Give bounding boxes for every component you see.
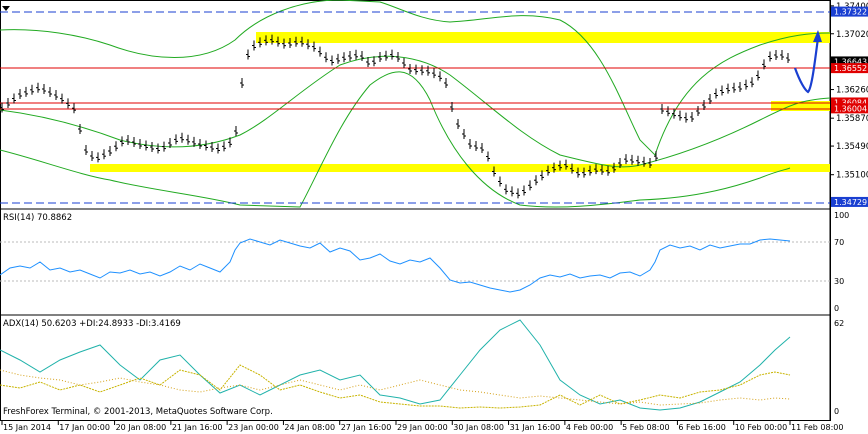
chart-frame xyxy=(0,0,831,421)
price-level-tag[interactable] xyxy=(831,6,868,17)
time-tick-label: 4 Feb 00:00 xyxy=(566,423,613,432)
time-tick-label: 5 Feb 08:00 xyxy=(622,423,669,432)
time-tick-label: 30 Jan 08:00 xyxy=(453,423,504,432)
price-tick-label: 1.35870 xyxy=(836,114,868,124)
adx-pane[interactable]: ADX(14) 50.6203 +DI:24.8933 -DI:3.4169 6… xyxy=(0,319,844,417)
time-tick-label: 27 Jan 16:00 xyxy=(341,423,392,432)
price-level-tag-label: 1.34729 xyxy=(834,198,867,207)
bollinger-middle-band xyxy=(0,55,831,168)
forecast-arrow[interactable] xyxy=(793,37,820,94)
triangle-down-icon[interactable] xyxy=(2,6,10,11)
price-level-tag[interactable] xyxy=(831,56,868,67)
time-tick-label: 11 Feb 08:00 xyxy=(791,423,843,432)
time-tick-label: 31 Jan 16:00 xyxy=(510,423,561,432)
price-tick-label: 1.35490 xyxy=(836,142,868,152)
watermark-text: FreshForex Terminal, © 2001-2013, MetaQu… xyxy=(3,407,273,417)
adx-minus-di-line xyxy=(0,369,791,406)
price-tick-label: 1.37020 xyxy=(836,30,868,40)
price-level-tag[interactable] xyxy=(831,196,868,207)
price-bars xyxy=(0,34,790,199)
time-axis: 15 Jan 2014 17 Jan 00:00 20 Jan 08:00 21 Ja… xyxy=(1,421,843,432)
rsi-tick-30: 30 xyxy=(834,277,844,286)
rsi-title: RSI(14) 70.8862 xyxy=(3,213,72,223)
resistance-band xyxy=(256,32,830,43)
adx-tick-0: 0 xyxy=(834,407,839,416)
price-level-tag[interactable] xyxy=(831,63,868,74)
rsi-tick-70: 70 xyxy=(834,238,844,247)
time-tick-label: 15 Jan 2014 xyxy=(3,423,51,432)
price-level-tag-label: 1.36552 xyxy=(834,64,867,73)
price-level-tag-label: 1.36004 xyxy=(834,104,867,113)
time-tick-label: 24 Jan 08:00 xyxy=(284,423,335,432)
time-tick-label: 17 Jan 00:00 xyxy=(59,423,110,432)
forecast-arrowhead xyxy=(813,30,822,42)
support-band-lower xyxy=(90,164,830,172)
adx-title: ADX(14) 50.6203 +DI:24.8933 -DI:3.4169 xyxy=(3,319,181,329)
price-level-tag-label: 1.36084 xyxy=(834,98,867,107)
price-tick-label: 1.35100 xyxy=(836,171,868,181)
rsi-line xyxy=(0,238,791,293)
price-level-tag[interactable] xyxy=(831,103,868,114)
rsi-pane[interactable]: RSI(14) 70.8862 100 70 30 0 xyxy=(0,211,849,313)
time-tick-label: 10 Feb 00:00 xyxy=(735,423,787,432)
adx-plus-di-line xyxy=(0,364,791,409)
support-band-upper xyxy=(771,101,830,111)
time-tick-label: 20 Jan 08:00 xyxy=(116,423,167,432)
main-price-chart[interactable] xyxy=(0,0,831,208)
rsi-tick-100: 100 xyxy=(834,211,849,220)
adx-main-line xyxy=(0,319,791,411)
price-tick-label: 1.36260 xyxy=(836,86,868,96)
bollinger-upper-band xyxy=(0,0,831,156)
price-level-tag[interactable] xyxy=(831,97,868,108)
rsi-tick-0: 0 xyxy=(834,304,839,313)
time-tick-label: 23 Jan 00:00 xyxy=(228,423,279,432)
price-level-tag-label: 1.36643 xyxy=(834,57,867,66)
time-tick-label: 6 Feb 16:00 xyxy=(678,423,725,432)
time-tick-label: 29 Jan 00:00 xyxy=(397,423,448,432)
time-tick-label: 21 Jan 16:00 xyxy=(172,423,223,432)
price-axis: 1.374001.370201.362601.358701.354901.351… xyxy=(830,2,868,207)
adx-tick-62: 62 xyxy=(834,319,844,328)
price-level-tag-label: 1.37322 xyxy=(834,8,867,17)
bollinger-lower-band xyxy=(0,71,791,208)
